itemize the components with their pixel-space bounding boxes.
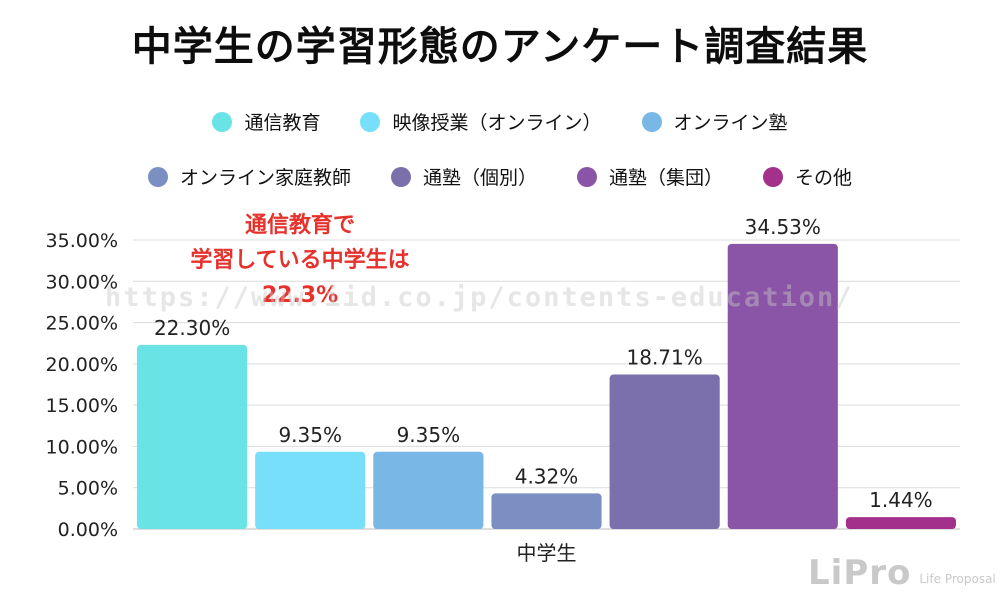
bar-data-label: 4.32% [515,464,579,488]
x-category-label: 中学生 [517,541,577,565]
legend-label: 通信教育 [244,112,321,134]
y-tick-label: 10.00% [46,436,118,458]
y-tick-label: 0.00% [58,519,118,541]
bar-data-label: 22.30% [154,316,230,340]
bar-2 [255,451,366,529]
y-tick-label: 25.00% [46,313,118,335]
legend-label: その他 [795,167,853,189]
bar-data-label: 34.53% [745,215,821,239]
y-tick-label: 35.00% [46,230,118,252]
bar-5 [609,374,720,529]
legend-label: オンライン塾 [673,112,788,134]
bar-data-label: 9.35% [278,423,342,447]
bar-data-label: 1.44% [869,488,933,512]
legend-item-通塾集団: 通塾（集団） [577,163,723,190]
legend-item-映像授業: 映像授業（オンライン） [360,108,602,135]
annotation-callout: 通信教育で 学習している中学生は 22.3% [150,208,450,313]
legend-row-2: オンライン家庭教師 通塾（個別） 通塾（集団） その他 [0,163,1000,190]
bar-7 [845,517,956,529]
y-tick-label: 15.00% [46,395,118,417]
legend-swatch-icon [763,166,784,187]
annotation-line-3: 22.3% [261,283,339,308]
legend-swatch-icon [577,166,597,187]
legend-item-通塾個別: 通塾（個別） [390,163,537,190]
y-tick-label: 5.00% [58,478,118,500]
legend-item-通信教育: 通信教育 [212,108,320,135]
bar-3 [373,451,484,529]
y-tick-label: 30.00% [46,271,118,293]
bar-data-label: 18.71% [627,346,703,370]
y-tick-label: 20.00% [46,354,118,376]
logo-subtitle: Life Proposal [919,572,996,586]
annotation-line-1: 通信教育で [244,213,355,238]
url-watermark: https://www.iid.co.jp/contents-education… [105,282,854,313]
legend-swatch-icon [147,166,168,187]
legend-swatch-icon [360,111,381,132]
bar-data-label: 9.35% [397,423,461,447]
legend-swatch-icon [390,166,411,187]
legend-swatch-icon [641,111,662,132]
legend-item-オンライン塾: オンライン塾 [641,108,788,135]
bar-4 [491,493,602,529]
legend-label: 映像授業（オンライン） [392,112,602,134]
bar-1 [137,344,248,529]
legend-label: 通塾（集団） [609,167,724,189]
lipro-logo: LiPro Life Proposal [808,556,996,590]
logo-mark: LiPro [808,553,912,593]
legend-item-その他: その他 [763,163,852,190]
legend-label: オンライン家庭教師 [179,167,351,189]
chart-title: 中学生の学習形態のアンケート調査結果 [131,24,869,70]
bar-6 [727,243,838,529]
legend-item-オンライン家庭教師: オンライン家庭教師 [147,163,351,190]
annotation-line-2: 学習している中学生は [190,248,410,273]
legend-row-1: 通信教育 映像授業（オンライン） オンライン塾 [0,108,1000,135]
legend-label: 通塾（個別） [422,167,537,189]
legend-swatch-icon [212,111,233,132]
